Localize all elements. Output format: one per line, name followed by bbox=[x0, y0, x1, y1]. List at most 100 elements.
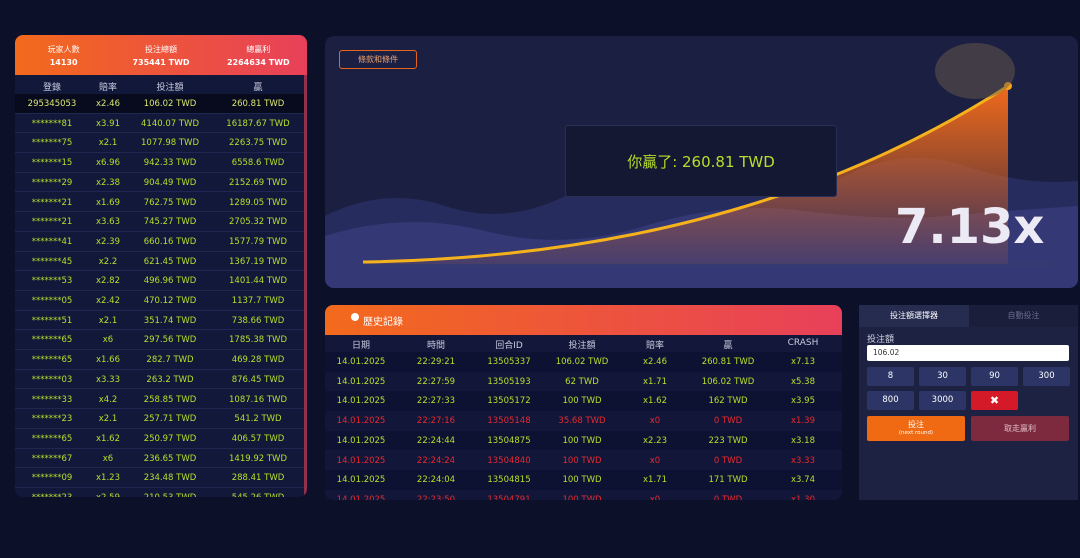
cell: 106.02 TWD bbox=[555, 357, 609, 367]
cell: *******21 bbox=[31, 197, 73, 208]
cell: 162 TWD bbox=[708, 396, 748, 407]
smoke bbox=[935, 43, 1015, 99]
history-header: 歷史記錄 bbox=[325, 305, 842, 335]
cell: 210.53 TWD bbox=[125, 493, 215, 497]
row-bg bbox=[15, 370, 304, 390]
cell: 14.01.2025 bbox=[336, 435, 386, 446]
cell: x2.1 bbox=[98, 315, 118, 326]
cell: x2.1 bbox=[98, 138, 118, 149]
cell: *******29 bbox=[31, 177, 73, 188]
cell: 14.01.2025 bbox=[336, 416, 386, 427]
cell: x3.33 bbox=[791, 455, 815, 466]
row-bg bbox=[15, 330, 304, 351]
cell: 2152.69 TWD bbox=[229, 177, 287, 188]
history-panel: 歷史記錄 日期 時間 回合ID 投注額 賠率 贏 CRASH 14.01.2025 22:29:… bbox=[325, 305, 842, 500]
stat-value: 735441 TWD bbox=[132, 58, 190, 67]
cell: 263.2 TWD bbox=[146, 374, 194, 385]
column-header: 日期 bbox=[351, 341, 370, 351]
row-bg bbox=[15, 350, 304, 370]
game-canvas bbox=[325, 43, 1078, 288]
row-bg bbox=[325, 411, 842, 431]
cell: x2.46 bbox=[643, 357, 667, 367]
cell: 14.01.2025 bbox=[336, 357, 386, 367]
cell: 14.01.2025 bbox=[336, 494, 386, 500]
row-bg bbox=[15, 390, 304, 410]
cell: 1419.92 TWD bbox=[229, 453, 287, 464]
cell: x5.38 bbox=[791, 376, 815, 387]
chip[interactable]: 8 bbox=[867, 367, 914, 386]
cell: *******21 bbox=[31, 217, 73, 228]
chip[interactable]: 300 bbox=[1023, 367, 1070, 386]
cell: 0 TWD bbox=[713, 455, 743, 466]
tab-active[interactable]: 投注額選擇器 bbox=[859, 305, 969, 327]
history-title: 歷史記錄 bbox=[363, 317, 403, 328]
cell: x1.71 bbox=[643, 376, 667, 387]
clock-icon bbox=[351, 313, 359, 321]
cell: 16187.67 TWD bbox=[226, 118, 290, 129]
cell: 14.01.2025 bbox=[336, 396, 386, 407]
cell: 106.02 TWD bbox=[143, 99, 197, 109]
row-bg bbox=[15, 429, 304, 449]
cell: 6558.6 TWD bbox=[231, 158, 285, 169]
chip[interactable]: 90 bbox=[971, 367, 1018, 386]
cell: 621.45 TWD bbox=[143, 256, 197, 267]
cell: 100 TWD bbox=[562, 435, 602, 446]
cell: x6.96 bbox=[96, 158, 120, 169]
stat-value: 2264634 TWD bbox=[226, 58, 290, 67]
cell: 234.48 TWD bbox=[143, 473, 197, 484]
cell: 942.33 TWD bbox=[143, 158, 197, 169]
curve bbox=[362, 84, 1009, 264]
cell: *******65 bbox=[31, 335, 73, 346]
cell: 470.12 TWD bbox=[143, 296, 197, 306]
cashout-button[interactable]: 取走贏利 bbox=[971, 416, 1069, 441]
cell: 876.45 TWD bbox=[231, 374, 285, 385]
cell: x1.71 bbox=[643, 475, 667, 486]
cell: x2.82 bbox=[96, 276, 120, 287]
players-panel: 玩家人數 14130 投注總額 735441 TWD 總贏利 2264634 TWD 登錄… bbox=[15, 35, 307, 497]
row-bg bbox=[15, 449, 304, 469]
stat-label: 玩家人數 bbox=[47, 45, 80, 54]
cell: 1087.16 TWD bbox=[229, 394, 287, 405]
cell: 13504791 bbox=[487, 494, 531, 500]
game-panel: 條款和條件 你贏了: 260.81 TWD 7.13x bbox=[325, 36, 1078, 288]
tab[interactable]: 自動投注 bbox=[969, 305, 1078, 327]
cell: 469.28 TWD bbox=[231, 355, 285, 366]
chip[interactable]: 30 bbox=[919, 367, 966, 386]
cell: x2.46 bbox=[96, 99, 120, 109]
column-header: 投注額 bbox=[156, 83, 184, 93]
clear-button[interactable]: ✖ bbox=[971, 391, 1018, 410]
column-header: 贏 bbox=[723, 341, 733, 351]
row-bg bbox=[325, 430, 842, 451]
column-header: 登錄 bbox=[42, 83, 61, 93]
row-bg bbox=[15, 173, 304, 193]
cell: 13505172 bbox=[487, 396, 531, 407]
chip[interactable]: 3000 bbox=[919, 391, 966, 410]
cell: 13504815 bbox=[487, 475, 531, 486]
cell: 22:24:24 bbox=[416, 455, 456, 466]
row-bg bbox=[15, 133, 304, 154]
bet-button[interactable]: 投注 (next round) bbox=[867, 416, 965, 441]
cell: x1.39 bbox=[791, 416, 815, 427]
cell: x2.1 bbox=[98, 414, 118, 425]
bet-button-label: 投注 bbox=[908, 420, 924, 429]
cell: 22:27:16 bbox=[416, 416, 456, 427]
chip[interactable]: 800 bbox=[867, 391, 914, 410]
terms-button[interactable]: 條款和條件 bbox=[339, 50, 417, 69]
scrollbar bbox=[304, 75, 307, 497]
cell: 1367.19 TWD bbox=[229, 256, 287, 267]
cell: *******53 bbox=[31, 276, 73, 287]
cell: 13505337 bbox=[487, 357, 531, 367]
cell: 260.81 TWD bbox=[701, 357, 755, 367]
cell: 1785.38 TWD bbox=[229, 335, 287, 346]
column-header: 時間 bbox=[426, 341, 445, 351]
cell: 22:29:21 bbox=[416, 357, 456, 367]
cell: 250.97 TWD bbox=[143, 433, 197, 444]
cell: 171 TWD bbox=[708, 475, 748, 486]
cell: 904.49 TWD bbox=[143, 177, 197, 188]
amount-input[interactable]: 106.02 bbox=[867, 345, 1069, 361]
cell: *******05 bbox=[31, 296, 73, 306]
cell: 22:24:04 bbox=[416, 475, 456, 486]
cell: 406.57 TWD bbox=[231, 433, 285, 444]
row-bg bbox=[15, 409, 304, 429]
column-header: 回合ID bbox=[495, 341, 523, 351]
